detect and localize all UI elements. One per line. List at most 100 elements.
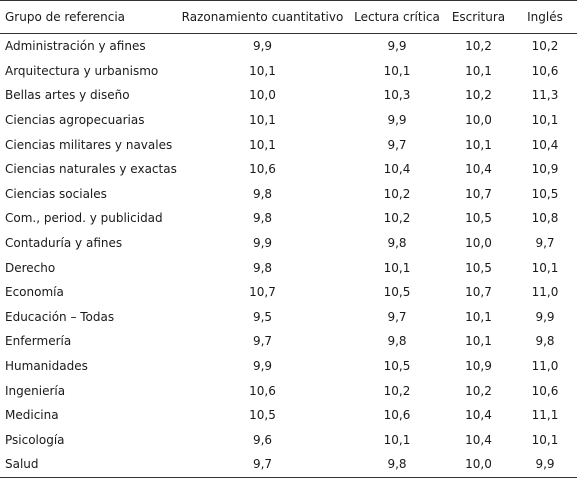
table-row: Bellas artes y diseño 10,0 10,3 10,2 11,3 — [0, 83, 577, 108]
table-body: Administración y afines 9,9 9,9 10,2 10,2 Arq… — [0, 34, 577, 478]
table-row: Ciencias militares y navales 10,1 9,7 10,1 1… — [0, 132, 577, 157]
table-row: Contaduría y afines 9,9 9,8 10,0 9,7 — [0, 231, 577, 256]
lectura-critica-cell: 9,8 — [387, 334, 407, 349]
group-cell: Psicología — [5, 432, 65, 447]
lectura-critica-cell: 10,6 — [383, 408, 411, 423]
ingles-cell: 10,5 — [531, 186, 559, 201]
ingles-cell: 10,2 — [531, 39, 559, 54]
razonamiento-cuantitativo-cell: 10,1 — [249, 137, 276, 152]
ingles-cell: 10,6 — [531, 63, 559, 78]
header-ingles: Inglés — [513, 0, 577, 34]
escritura-cell: 10,1 — [465, 63, 492, 78]
escritura-cell: 10,7 — [465, 186, 492, 201]
group-cell: Humanidades — [5, 359, 88, 374]
escritura-cell: 10,4 — [465, 432, 492, 447]
ingles-cell: 9,9 — [513, 452, 577, 478]
escritura-cell: 10,1 — [465, 334, 492, 349]
ingles-cell: 9,7 — [535, 236, 555, 251]
group-cell: Ciencias agropecuarias — [5, 113, 145, 128]
table-row: Derecho 9,8 10,1 10,5 10,1 — [0, 255, 577, 280]
ingles-cell: 11,1 — [531, 408, 559, 423]
ingles-cell: 10,9 — [531, 162, 559, 177]
lectura-critica-cell: 9,9 — [387, 39, 407, 54]
razonamiento-cuantitativo-cell: 9,8 — [252, 211, 273, 226]
escritura-cell: 10,4 — [465, 408, 492, 423]
lectura-critica-cell: 10,2 — [383, 383, 411, 398]
group-cell: Ciencias naturales y exactas — [5, 162, 177, 177]
ingles-cell: 10,6 — [531, 383, 559, 398]
escritura-cell: 10,2 — [465, 383, 492, 398]
razonamiento-cuantitativo-cell: 9,9 — [252, 236, 273, 251]
lectura-critica-cell: 10,1 — [383, 432, 411, 447]
header-escritura: Escritura — [444, 0, 513, 34]
ingles-cell: 11,3 — [531, 88, 559, 103]
lectura-critica-cell: 10,5 — [383, 285, 411, 300]
lectura-critica-cell: 10,1 — [383, 260, 411, 275]
group-cell: Ciencias militares y navales — [5, 137, 173, 152]
razonamiento-cuantitativo-cell: 10,0 — [249, 88, 276, 103]
escritura-cell: 10,1 — [465, 309, 492, 324]
ingles-cell: 10,1 — [531, 113, 559, 128]
lectura-critica-cell: 9,8 — [350, 452, 444, 478]
group-cell: Educación – Todas — [5, 309, 115, 324]
table-row: Medicina 10,5 10,6 10,4 11,1 — [0, 403, 577, 428]
table-row: Administración y afines 9,9 9,9 10,2 10,2 — [0, 34, 577, 59]
header-grupo-de-referencia: Grupo de referencia — [0, 0, 175, 34]
ingles-cell: 9,8 — [535, 334, 555, 349]
table-row: Com., period. y publicidad 9,8 10,2 10,5 10,… — [0, 206, 577, 231]
table-row: Educación – Todas 9,5 9,7 10,1 9,9 — [0, 305, 577, 330]
table-row: Ciencias sociales 9,8 10,2 10,7 10,5 — [0, 182, 577, 207]
razonamiento-cuantitativo-cell: 10,7 — [249, 285, 276, 300]
lectura-critica-cell: 10,3 — [383, 88, 411, 103]
ingles-cell: 11,0 — [531, 285, 559, 300]
ingles-cell: 9,9 — [535, 309, 555, 324]
escritura-cell: 10,5 — [465, 211, 492, 226]
razonamiento-cuantitativo-cell: 9,9 — [252, 359, 273, 374]
group-cell: Arquitectura y urbanismo — [5, 63, 159, 78]
ingles-cell: 10,1 — [531, 432, 559, 447]
razonamiento-cuantitativo-cell: 9,5 — [252, 309, 273, 324]
lectura-critica-cell: 9,7 — [387, 137, 407, 152]
lectura-critica-cell: 9,9 — [387, 113, 407, 128]
escritura-cell: 10,2 — [465, 39, 492, 54]
group-cell: Medicina — [5, 408, 59, 423]
escritura-cell: 10,4 — [465, 162, 492, 177]
header-razonamiento-cuantitativo: Razonamiento cuantitativo — [175, 0, 350, 34]
table-row: Enfermería 9,7 9,8 10,1 9,8 — [0, 329, 577, 354]
razonamiento-cuantitativo-cell: 10,6 — [249, 383, 276, 398]
razonamiento-cuantitativo-cell: 9,7 — [175, 452, 350, 478]
ingles-cell: 10,8 — [531, 211, 559, 226]
escritura-cell: 10,2 — [465, 88, 492, 103]
razonamiento-cuantitativo-cell: 10,1 — [249, 63, 276, 78]
group-cell: Administración y afines — [5, 39, 146, 54]
table-row: Psicología 9,6 10,1 10,4 10,1 — [0, 428, 577, 453]
escritura-cell: 10,5 — [465, 260, 492, 275]
group-cell: Economía — [5, 285, 64, 300]
ingles-cell: 10,4 — [531, 137, 559, 152]
group-cell: Bellas artes y diseño — [5, 88, 130, 103]
group-cell: Ciencias sociales — [5, 186, 107, 201]
razonamiento-cuantitativo-cell: 10,1 — [249, 113, 276, 128]
lectura-critica-cell: 10,1 — [383, 63, 411, 78]
escritura-cell: 10,0 — [465, 236, 492, 251]
group-cell: Enfermería — [5, 334, 72, 349]
razonamiento-cuantitativo-cell: 10,5 — [249, 408, 276, 423]
table-row: Humanidades 9,9 10,5 10,9 11,0 — [0, 354, 577, 379]
lectura-critica-cell: 9,8 — [387, 236, 407, 251]
table-header: Grupo de referencia Razonamiento cuantit… — [0, 0, 577, 34]
table-row: Ciencias agropecuarias 10,1 9,9 10,0 10,1 — [0, 108, 577, 133]
razonamiento-cuantitativo-cell: 9,7 — [252, 334, 273, 349]
escritura-cell: 10,1 — [465, 137, 492, 152]
group-cell: Contaduría y afines — [5, 236, 123, 251]
table-row: Arquitectura y urbanismo 10,1 10,1 10,1 10,6 — [0, 59, 577, 84]
ingles-cell: 10,1 — [531, 260, 559, 275]
group-cell: Derecho — [5, 260, 56, 275]
table-row: Ingeniería 10,6 10,2 10,2 10,6 — [0, 378, 577, 403]
escritura-cell: 10,9 — [465, 359, 492, 374]
group-cell: Salud — [0, 452, 175, 478]
escritura-cell: 10,7 — [465, 285, 492, 300]
razonamiento-cuantitativo-cell: 9,9 — [252, 39, 273, 54]
escritura-cell: 10,0 — [444, 452, 513, 478]
group-cell: Ingeniería — [5, 383, 66, 398]
